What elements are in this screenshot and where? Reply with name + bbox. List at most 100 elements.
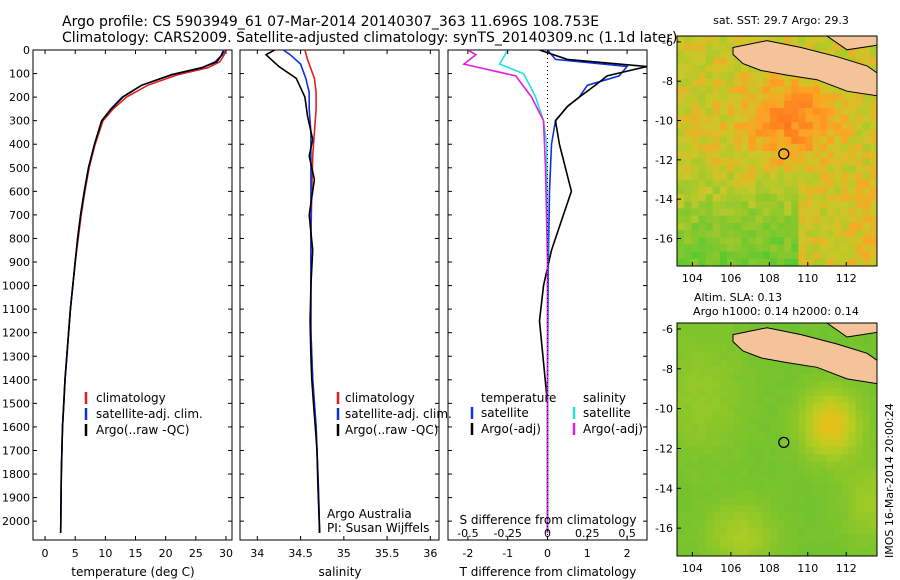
map-cell — [741, 395, 750, 404]
map-cell — [784, 100, 792, 109]
map-cell — [827, 143, 835, 152]
map-cell — [798, 165, 807, 174]
map-cell — [798, 439, 807, 448]
map-cell — [741, 179, 750, 188]
map-cell — [862, 526, 871, 535]
map-cell — [712, 403, 721, 411]
map-cell — [734, 129, 742, 138]
map-cell — [769, 497, 778, 506]
map-cell — [684, 244, 692, 253]
map-cell — [827, 446, 835, 455]
map-cell — [705, 541, 714, 550]
map-cell — [834, 129, 842, 138]
map-cell — [791, 454, 800, 462]
map-cell — [848, 439, 857, 448]
map-cell — [819, 201, 828, 210]
map-cell — [862, 497, 871, 506]
map-cell — [848, 208, 857, 217]
map-cell — [827, 373, 835, 382]
map-cell — [777, 432, 785, 441]
map-cell — [827, 230, 835, 238]
map-cell — [755, 186, 764, 195]
map-cell — [712, 165, 721, 174]
map-cell — [741, 519, 750, 528]
map-cell — [869, 230, 877, 238]
map-cell — [748, 143, 757, 152]
map-cell — [698, 468, 707, 477]
map-cell — [741, 143, 750, 152]
map-cell — [741, 165, 750, 174]
map-cell — [719, 79, 728, 87]
map-cell — [727, 490, 735, 499]
map-cell — [762, 505, 771, 513]
x-tick-label: 35.5 — [375, 547, 400, 560]
map-cell — [734, 526, 742, 535]
map-cell — [812, 136, 821, 145]
map-cell — [777, 526, 785, 535]
map-cell — [869, 395, 877, 404]
map-cell — [855, 424, 864, 433]
map-cell — [784, 258, 792, 266]
map-cell — [741, 244, 750, 253]
map-cell — [691, 475, 700, 484]
map-cell — [727, 172, 735, 181]
map-cell — [769, 468, 778, 477]
map-cell — [805, 172, 814, 181]
map-cell — [869, 57, 877, 66]
x-tick-label: 1 — [584, 547, 591, 560]
map-cell — [727, 201, 735, 210]
map-cell — [705, 461, 714, 470]
map-cell — [755, 215, 764, 224]
land-java — [732, 327, 877, 385]
map-cell — [869, 251, 877, 260]
map-cell — [748, 454, 757, 462]
map-cell — [848, 93, 857, 102]
map-cell — [805, 454, 814, 462]
map-y-tick-label: -10 — [655, 115, 673, 128]
map-cell — [791, 129, 800, 138]
top-tick-label: 0.25 — [575, 527, 600, 540]
map-cell — [841, 403, 850, 411]
map-cell — [698, 115, 707, 123]
map-cell — [755, 258, 764, 266]
map-cell — [727, 446, 735, 455]
map-cell — [855, 179, 864, 188]
map-cell — [762, 446, 771, 455]
map-cell — [812, 512, 821, 521]
map-cell — [741, 323, 750, 331]
y-tick-label: 1800 — [2, 468, 30, 481]
map-cell — [791, 395, 800, 404]
map-cell — [712, 505, 721, 513]
map-cell — [698, 43, 707, 51]
map-cell — [698, 201, 707, 210]
map-cell — [784, 208, 792, 217]
map-cell — [719, 194, 728, 202]
map-cell — [819, 454, 828, 462]
map-cell — [741, 381, 750, 390]
map-cell — [741, 258, 750, 266]
map-cell — [784, 432, 792, 441]
map-cell — [734, 454, 742, 462]
map-cell — [719, 461, 728, 470]
map-cell — [805, 165, 814, 174]
map-cell — [798, 201, 807, 210]
map-cell — [705, 237, 714, 246]
map-cell — [677, 129, 685, 138]
map-cell — [684, 468, 692, 477]
map-cell — [741, 107, 750, 116]
map-cell — [812, 505, 821, 513]
map-cell — [798, 381, 807, 390]
map-cell — [769, 548, 778, 556]
map-cell — [869, 388, 877, 397]
map-cell — [834, 100, 842, 109]
map-cell — [769, 222, 778, 231]
map-cell — [819, 373, 828, 382]
map-cell — [812, 165, 821, 174]
map-cell — [712, 158, 721, 166]
map-cell — [698, 330, 707, 339]
map-cell — [848, 526, 857, 535]
map-cell — [862, 115, 871, 123]
map-cell — [812, 186, 821, 195]
map-cell — [812, 475, 821, 484]
